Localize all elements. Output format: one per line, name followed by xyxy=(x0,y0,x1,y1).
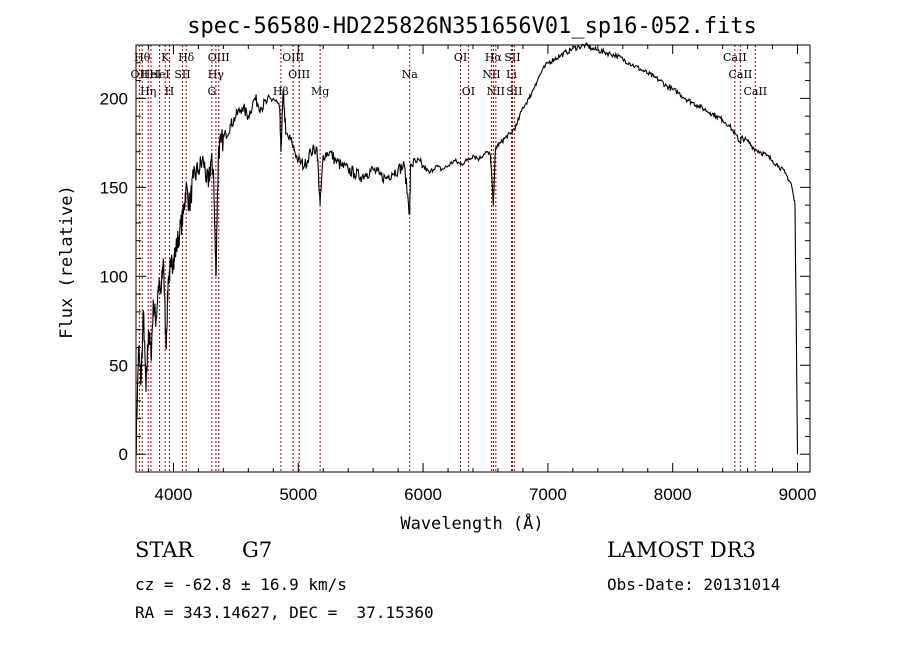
x-tick-label: 8000 xyxy=(654,485,692,504)
spectral-line-label: CaII xyxy=(729,68,753,81)
spectral-line-label: Hγ xyxy=(208,68,225,81)
object-subclass: G7 xyxy=(242,538,273,562)
spectral-line-label: Hβ xyxy=(273,85,289,98)
spectral-line-label: HeI xyxy=(149,68,169,81)
y-tick-label: 50 xyxy=(109,356,128,375)
spectral-line-label: OIII xyxy=(282,51,304,64)
y-tick-label: 150 xyxy=(100,178,128,197)
spectral-line-label: OIII xyxy=(208,51,230,64)
chart-title: spec-56580-HD225826N351656V01_sp16-052.f… xyxy=(187,14,757,39)
spectral-line-label: Hη xyxy=(140,85,156,98)
x-tick-label: 7000 xyxy=(529,485,567,504)
spectral-line-label: SII xyxy=(174,68,190,81)
spectral-line-label: NII xyxy=(482,68,500,81)
x-axis-label: Wavelength (Å) xyxy=(400,512,543,534)
y-tick-label: 100 xyxy=(100,267,128,286)
observation-date: Obs-Date: 20131014 xyxy=(607,575,781,594)
spectral-line-label: SII xyxy=(504,51,520,64)
x-tick-label: 4000 xyxy=(155,485,193,504)
y-axis-label: Flux (relative) xyxy=(57,185,77,339)
spectral-line-label: Hδ xyxy=(178,51,195,64)
spectral-line-label: H xyxy=(165,85,175,98)
x-tick-label: 6000 xyxy=(404,485,442,504)
survey-name: LAMOST DR3 xyxy=(607,538,756,562)
object-class: STAR xyxy=(135,538,194,562)
spectrum-line xyxy=(135,42,799,455)
x-tick-label: 9000 xyxy=(779,485,817,504)
coordinates-readout: RA = 343.14627, DEC = 37.15360 xyxy=(135,603,434,622)
spectral-line-label: K xyxy=(161,51,170,64)
spectral-line-label: Hθ xyxy=(134,51,151,64)
spectral-line-label: OI xyxy=(462,85,475,98)
spectral-line-markers: OIIHθHηHeIHeIKHSIIHδGHγOIIIHβOIIIOIIIMgN… xyxy=(131,45,767,472)
spectral-line-label: OIII xyxy=(288,68,310,81)
spectral-line-label: Li xyxy=(506,68,517,81)
spectral-line-label: OI xyxy=(454,51,467,64)
redshift-readout: cz = -62.8 ± 16.9 km/s xyxy=(135,575,347,594)
spectral-line-label: HeI xyxy=(141,68,161,81)
spectral-line-label: CaII xyxy=(723,51,747,64)
spectral-line-label: Hα xyxy=(485,51,503,64)
x-tick-label: 5000 xyxy=(279,485,317,504)
spectral-line-label: Na xyxy=(402,68,419,81)
spectral-line-label: G xyxy=(207,85,216,98)
axis-ticks: 4000 5000 6000 7000 8000 9000 0 50 100 150 200 xyxy=(100,45,817,504)
y-tick-label: 0 xyxy=(119,445,128,464)
spectral-line-label: Mg xyxy=(311,85,329,98)
spectral-line-label: NII xyxy=(487,85,505,98)
y-tick-label: 200 xyxy=(100,89,128,108)
spectral-line-label: CaII xyxy=(743,85,767,98)
spectral-line-label: OII xyxy=(131,68,149,81)
spectral-line-label: SII xyxy=(506,85,522,98)
